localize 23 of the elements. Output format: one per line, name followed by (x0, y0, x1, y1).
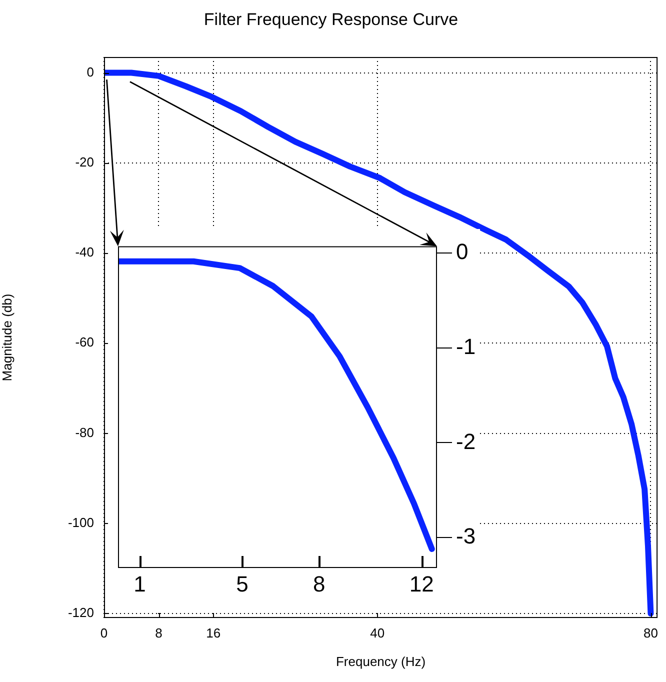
y-tick-label: -100 (68, 514, 94, 530)
x-tick-label: 1 (134, 571, 146, 596)
y-tick-label: -1 (456, 334, 476, 359)
y-tick-label: -20 (75, 154, 94, 170)
x-tick-label: 8 (155, 625, 162, 640)
y-axis-title: Magnitude (db) (0, 294, 14, 382)
x-tick-label: 0 (100, 625, 108, 640)
y-tick-label: 0 (456, 238, 468, 264)
y-tick-label: -3 (456, 524, 476, 549)
x-tick-label: 40 (370, 625, 385, 640)
y-tick-label: -40 (75, 244, 94, 260)
y-tick-label: -60 (75, 334, 94, 350)
y-tick-label: -80 (75, 424, 94, 440)
x-tick-label: 5 (236, 571, 248, 596)
y-tick-label: -2 (456, 428, 476, 454)
x-tick-label: 80 (643, 625, 658, 640)
x-tick-label: 16 (206, 625, 221, 640)
x-tick-label: 8 (313, 571, 326, 596)
chart-title: Filter Frequency Response Curve (204, 10, 458, 29)
x-axis-title: Frequency (Hz) (336, 654, 426, 669)
y-tick-label: 0 (86, 64, 94, 80)
x-tick-label: 12 (409, 571, 434, 596)
y-tick-label: -120 (68, 605, 94, 620)
